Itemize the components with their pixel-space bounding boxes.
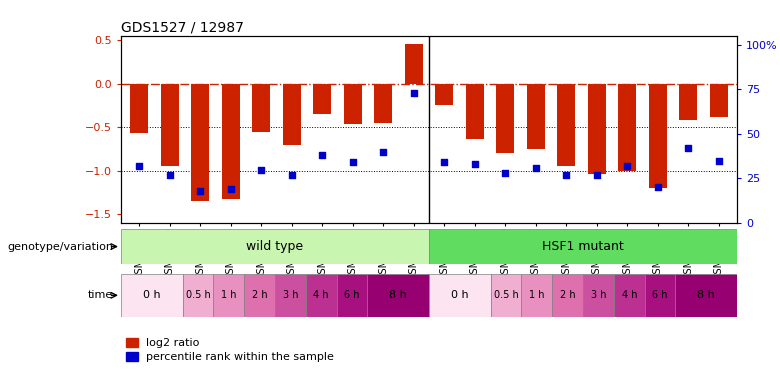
Text: 8 h: 8 h [389,290,407,300]
Point [682,145,694,151]
Text: 6 h: 6 h [652,290,668,300]
Text: 0 h: 0 h [143,290,161,300]
Text: 8 h: 8 h [697,290,715,300]
Text: 4 h: 4 h [314,290,329,300]
Text: 1 h: 1 h [529,290,544,300]
Point [499,170,512,176]
Bar [552,274,583,317]
Bar [222,84,240,199]
Bar [306,274,337,317]
Text: wild type: wild type [246,240,303,253]
Bar [496,84,515,153]
Bar [710,84,728,117]
Bar [583,274,614,317]
Bar [252,84,271,132]
Point [590,172,603,178]
Bar [679,84,697,120]
Bar [614,274,645,317]
Bar [522,274,552,317]
Bar [313,84,332,114]
Bar [587,84,606,174]
Point [438,159,451,165]
Bar [282,84,301,145]
Point [407,90,420,96]
Text: 6 h: 6 h [344,290,360,300]
Text: genotype/variation: genotype/variation [7,242,113,252]
Bar [214,274,244,317]
Text: 0 h: 0 h [451,290,469,300]
Bar [244,274,275,317]
Bar [121,274,183,317]
Point [164,172,176,178]
Point [346,159,359,165]
Text: HSF1 mutant: HSF1 mutant [542,240,624,253]
Text: 1 h: 1 h [221,290,236,300]
Point [621,163,633,169]
Text: 0.5 h: 0.5 h [494,290,519,300]
Text: 2 h: 2 h [252,290,268,300]
Point [530,165,542,171]
Point [713,158,725,164]
Bar [466,84,484,138]
Bar [121,229,429,264]
Text: 3 h: 3 h [590,290,606,300]
Text: 4 h: 4 h [622,290,637,300]
Legend: log2 ratio, percentile rank within the sample: log2 ratio, percentile rank within the s… [126,338,335,362]
Text: time: time [88,290,113,300]
Bar [435,84,453,105]
Point [560,172,573,178]
Bar [491,274,522,317]
Text: 3 h: 3 h [282,290,298,300]
Bar [429,229,737,264]
Bar [429,274,491,317]
Bar [557,84,576,166]
Point [133,163,145,169]
Bar [644,274,675,317]
Bar [675,274,737,317]
Bar [405,44,423,84]
Bar [275,274,306,317]
Point [225,186,237,192]
Point [316,152,328,158]
Bar [337,274,367,317]
Bar [618,84,636,171]
Point [651,184,664,190]
Bar [191,84,209,201]
Point [285,172,298,178]
Bar [649,84,667,188]
Text: 0.5 h: 0.5 h [186,290,211,300]
Bar [130,84,148,133]
Point [377,149,389,155]
Bar [367,274,429,317]
Point [194,188,207,194]
Point [255,166,268,172]
Text: GDS1527 / 12987: GDS1527 / 12987 [121,21,244,34]
Bar [183,274,214,317]
Bar [161,84,179,166]
Bar [526,84,545,149]
Point [469,161,481,167]
Bar [374,84,392,123]
Bar [343,84,362,124]
Text: 2 h: 2 h [560,290,576,300]
